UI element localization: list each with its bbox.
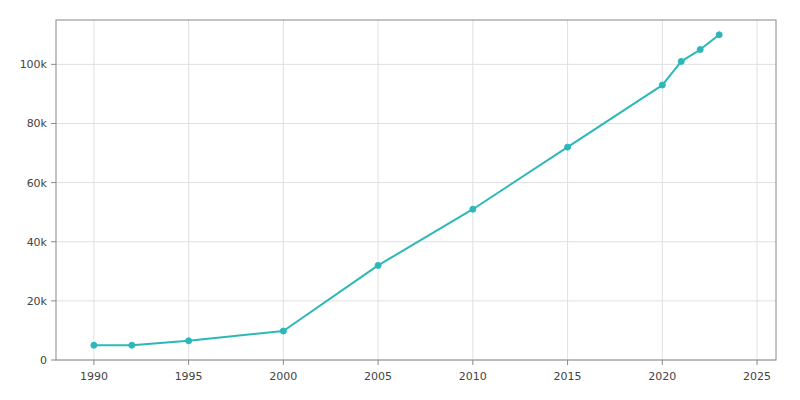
y-grid-line <box>56 300 776 301</box>
y-grid-line <box>56 64 776 65</box>
x-tick <box>188 360 189 365</box>
point <box>565 144 571 150</box>
x-grid-line <box>283 20 284 360</box>
line <box>94 35 719 345</box>
chart-container: 1990 1995 2000 2005 2010 2015 2020 2025 0 20k 40k 6… <box>0 0 800 400</box>
y-tick <box>51 360 56 361</box>
x-grid-line <box>188 20 189 360</box>
y-grid-line <box>56 182 776 183</box>
x-tick <box>378 360 379 365</box>
x-grid-line <box>93 20 94 360</box>
x-tick <box>662 360 663 365</box>
point <box>91 342 97 348</box>
point <box>470 206 476 212</box>
x-grid-line <box>662 20 663 360</box>
y-tick-label: 100k <box>20 58 48 71</box>
x-grid-line <box>567 20 568 360</box>
x-tick-label: 2000 <box>269 370 297 383</box>
x-tick-label: 1995 <box>175 370 203 383</box>
y-tick <box>51 300 56 301</box>
y-tick-label: 60k <box>27 177 48 190</box>
x-tick <box>283 360 284 365</box>
x-tick-label: 1990 <box>80 370 108 383</box>
x-tick <box>93 360 94 365</box>
point <box>129 342 135 348</box>
y-tick-label: 80k <box>27 117 48 130</box>
point <box>280 328 286 334</box>
chart: 1990 1995 2000 2005 2010 2015 2020 2025 0 20k 40k 6… <box>0 0 800 400</box>
x-tick-label: 2020 <box>648 370 676 383</box>
y-tick <box>51 123 56 124</box>
point <box>659 82 665 88</box>
y-tick <box>51 64 56 65</box>
y-grid-line <box>56 123 776 124</box>
grid <box>56 20 776 360</box>
y-tick-label: 40k <box>27 236 48 249</box>
y-tick-label: 20k <box>27 295 48 308</box>
x-tick-label: 2025 <box>743 370 771 383</box>
x-tick-label: 2010 <box>459 370 487 383</box>
point <box>186 338 192 344</box>
point <box>678 58 684 64</box>
x-grid-line <box>757 20 758 360</box>
y-tick <box>51 182 56 183</box>
plot-frame <box>56 20 776 360</box>
x-grid-line <box>378 20 379 360</box>
y-tick <box>51 241 56 242</box>
x-grid-line <box>472 20 473 360</box>
series <box>91 32 722 348</box>
x-tick <box>567 360 568 365</box>
x-tick <box>472 360 473 365</box>
x-tick <box>757 360 758 365</box>
x-tick-label: 2015 <box>554 370 582 383</box>
y-tick-label: 0 <box>40 354 47 367</box>
point <box>375 262 381 268</box>
axes: 1990 1995 2000 2005 2010 2015 2020 2025 0 20k 40k 6… <box>20 20 776 383</box>
point <box>716 32 722 38</box>
x-tick-label: 2005 <box>364 370 392 383</box>
point <box>697 47 703 53</box>
